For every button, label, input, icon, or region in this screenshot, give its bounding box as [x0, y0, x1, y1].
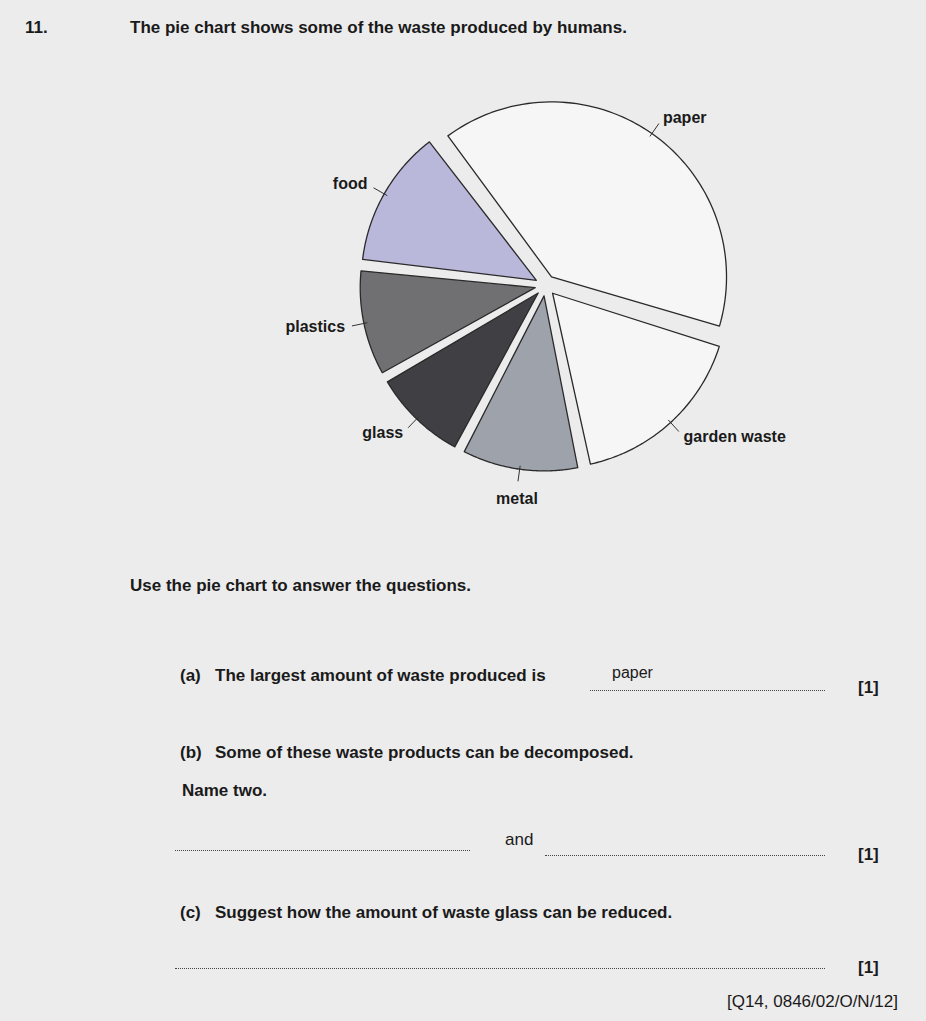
html-text:[1]: [1]	[858, 845, 879, 864]
html-text:[Q14, 0846/02/O/N/12]: [Q14, 0846/02/O/N/12]	[726, 992, 898, 1011]
html-text:Use the pie chart to answer th: Use the pie chart to answer the question…	[130, 576, 471, 595]
html-text:[1]: [1]	[858, 678, 879, 697]
svg-text:metal: metal	[496, 490, 538, 507]
html-text:and: and	[505, 830, 534, 849]
html-text:The pie chart shows some of th: The pie chart shows some of the waste pr…	[130, 18, 627, 37]
svg-text:garden waste: garden waste	[684, 428, 786, 445]
html-text:The largest amount of waste pr: The largest amount of waste produced is	[215, 666, 546, 685]
html-text:Suggest how the amount of wast: Suggest how the amount of waste glass ca…	[215, 903, 673, 922]
html-text:paper: paper	[612, 664, 653, 681]
svg-text:paper: paper	[663, 109, 707, 126]
html-text:(a): (a)	[180, 666, 201, 685]
html-text:11.: 11.	[25, 18, 48, 37]
svg-text:plastics: plastics	[285, 318, 345, 335]
html-text:(c): (c)	[180, 903, 201, 922]
svg-text:food: food	[333, 175, 368, 192]
html-text:(b): (b)	[180, 743, 202, 762]
html-text:Some of these waste products c: Some of these waste products can be deco…	[215, 743, 634, 762]
svg-text:glass: glass	[362, 424, 403, 441]
html-text:[1]: [1]	[858, 958, 879, 977]
html-text:Name two.: Name two.	[182, 781, 267, 800]
